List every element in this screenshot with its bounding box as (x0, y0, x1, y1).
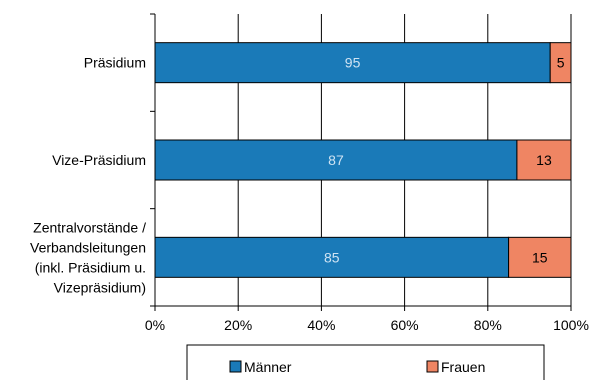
bar-frauen (516, 139, 572, 181)
x-tick-labels: 0% 20% 40% 60% 80% 100% (145, 317, 589, 333)
x-tick-label: 100% (553, 317, 589, 333)
bar-frauen (549, 42, 572, 84)
data-label: 87 (328, 152, 344, 168)
legend-label: Frauen (441, 359, 485, 375)
data-label: 85 (324, 249, 340, 265)
legend-swatch (426, 360, 439, 373)
x-tick-label: 0% (145, 317, 165, 333)
bar-maenner (154, 42, 551, 84)
x-tick-label: 40% (307, 317, 335, 333)
category-label: Zentralvorstände / Verbandsleitungen (inkl… (30, 219, 146, 295)
x-tick-label: 60% (391, 317, 419, 333)
data-label: 95 (345, 55, 361, 71)
bar-frauen (508, 236, 572, 278)
data-label: 5 (557, 55, 565, 71)
category-label: Präsidium (84, 55, 146, 71)
legend-swatch (229, 360, 242, 373)
x-tick-label: 80% (474, 317, 502, 333)
axes (150, 13, 572, 311)
legend-label: Männer (244, 359, 292, 375)
legend-box (186, 344, 545, 380)
legend: Männer Frauen (186, 344, 545, 380)
x-tick-label: 20% (224, 317, 252, 333)
category-labels: Präsidium Vize-Präsidium Zentralvorstände … (30, 55, 146, 296)
data-label: 15 (532, 249, 548, 265)
category-label: Vize-Präsidium (52, 152, 146, 168)
bars: 95 5 87 13 85 15 (154, 42, 572, 278)
bar-maenner (154, 139, 518, 181)
data-label: 13 (536, 152, 552, 168)
